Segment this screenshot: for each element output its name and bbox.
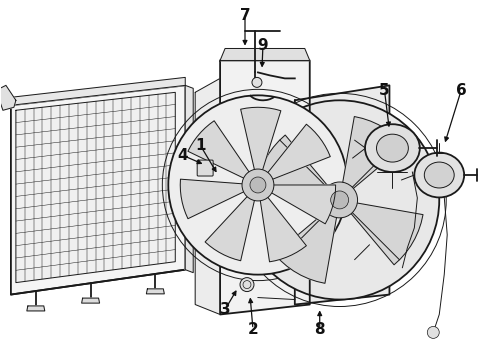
Text: 3: 3 (220, 302, 230, 317)
Text: 6: 6 (456, 83, 466, 98)
Text: 4: 4 (177, 148, 188, 163)
Circle shape (427, 327, 439, 338)
Polygon shape (342, 117, 405, 191)
Circle shape (331, 191, 348, 209)
Circle shape (240, 100, 439, 300)
Polygon shape (82, 298, 99, 303)
Polygon shape (205, 195, 255, 261)
Polygon shape (220, 49, 310, 60)
Polygon shape (147, 289, 164, 294)
Text: 7: 7 (240, 8, 250, 23)
Polygon shape (11, 77, 185, 105)
Ellipse shape (415, 153, 464, 197)
Polygon shape (27, 306, 45, 311)
FancyBboxPatch shape (197, 160, 213, 176)
Ellipse shape (424, 162, 454, 188)
Polygon shape (260, 196, 306, 262)
Circle shape (252, 77, 262, 87)
Polygon shape (256, 135, 331, 198)
Ellipse shape (376, 134, 408, 162)
Polygon shape (185, 85, 193, 273)
Polygon shape (348, 202, 423, 265)
Polygon shape (270, 185, 336, 224)
Polygon shape (195, 78, 220, 315)
Polygon shape (295, 85, 390, 305)
Polygon shape (275, 209, 337, 283)
Circle shape (240, 278, 254, 292)
Circle shape (242, 169, 274, 201)
Polygon shape (180, 179, 245, 219)
Circle shape (322, 182, 358, 218)
Polygon shape (188, 121, 250, 179)
Text: 9: 9 (258, 38, 268, 53)
Polygon shape (241, 107, 281, 172)
Text: 8: 8 (315, 322, 325, 337)
Circle shape (168, 95, 347, 275)
Polygon shape (0, 85, 16, 110)
Polygon shape (16, 92, 175, 283)
Text: 5: 5 (379, 83, 390, 98)
Text: 2: 2 (247, 322, 258, 337)
Circle shape (250, 177, 266, 193)
Ellipse shape (365, 124, 420, 172)
Polygon shape (267, 124, 330, 180)
Polygon shape (11, 85, 185, 294)
Text: 1: 1 (195, 138, 205, 153)
Polygon shape (220, 60, 310, 315)
